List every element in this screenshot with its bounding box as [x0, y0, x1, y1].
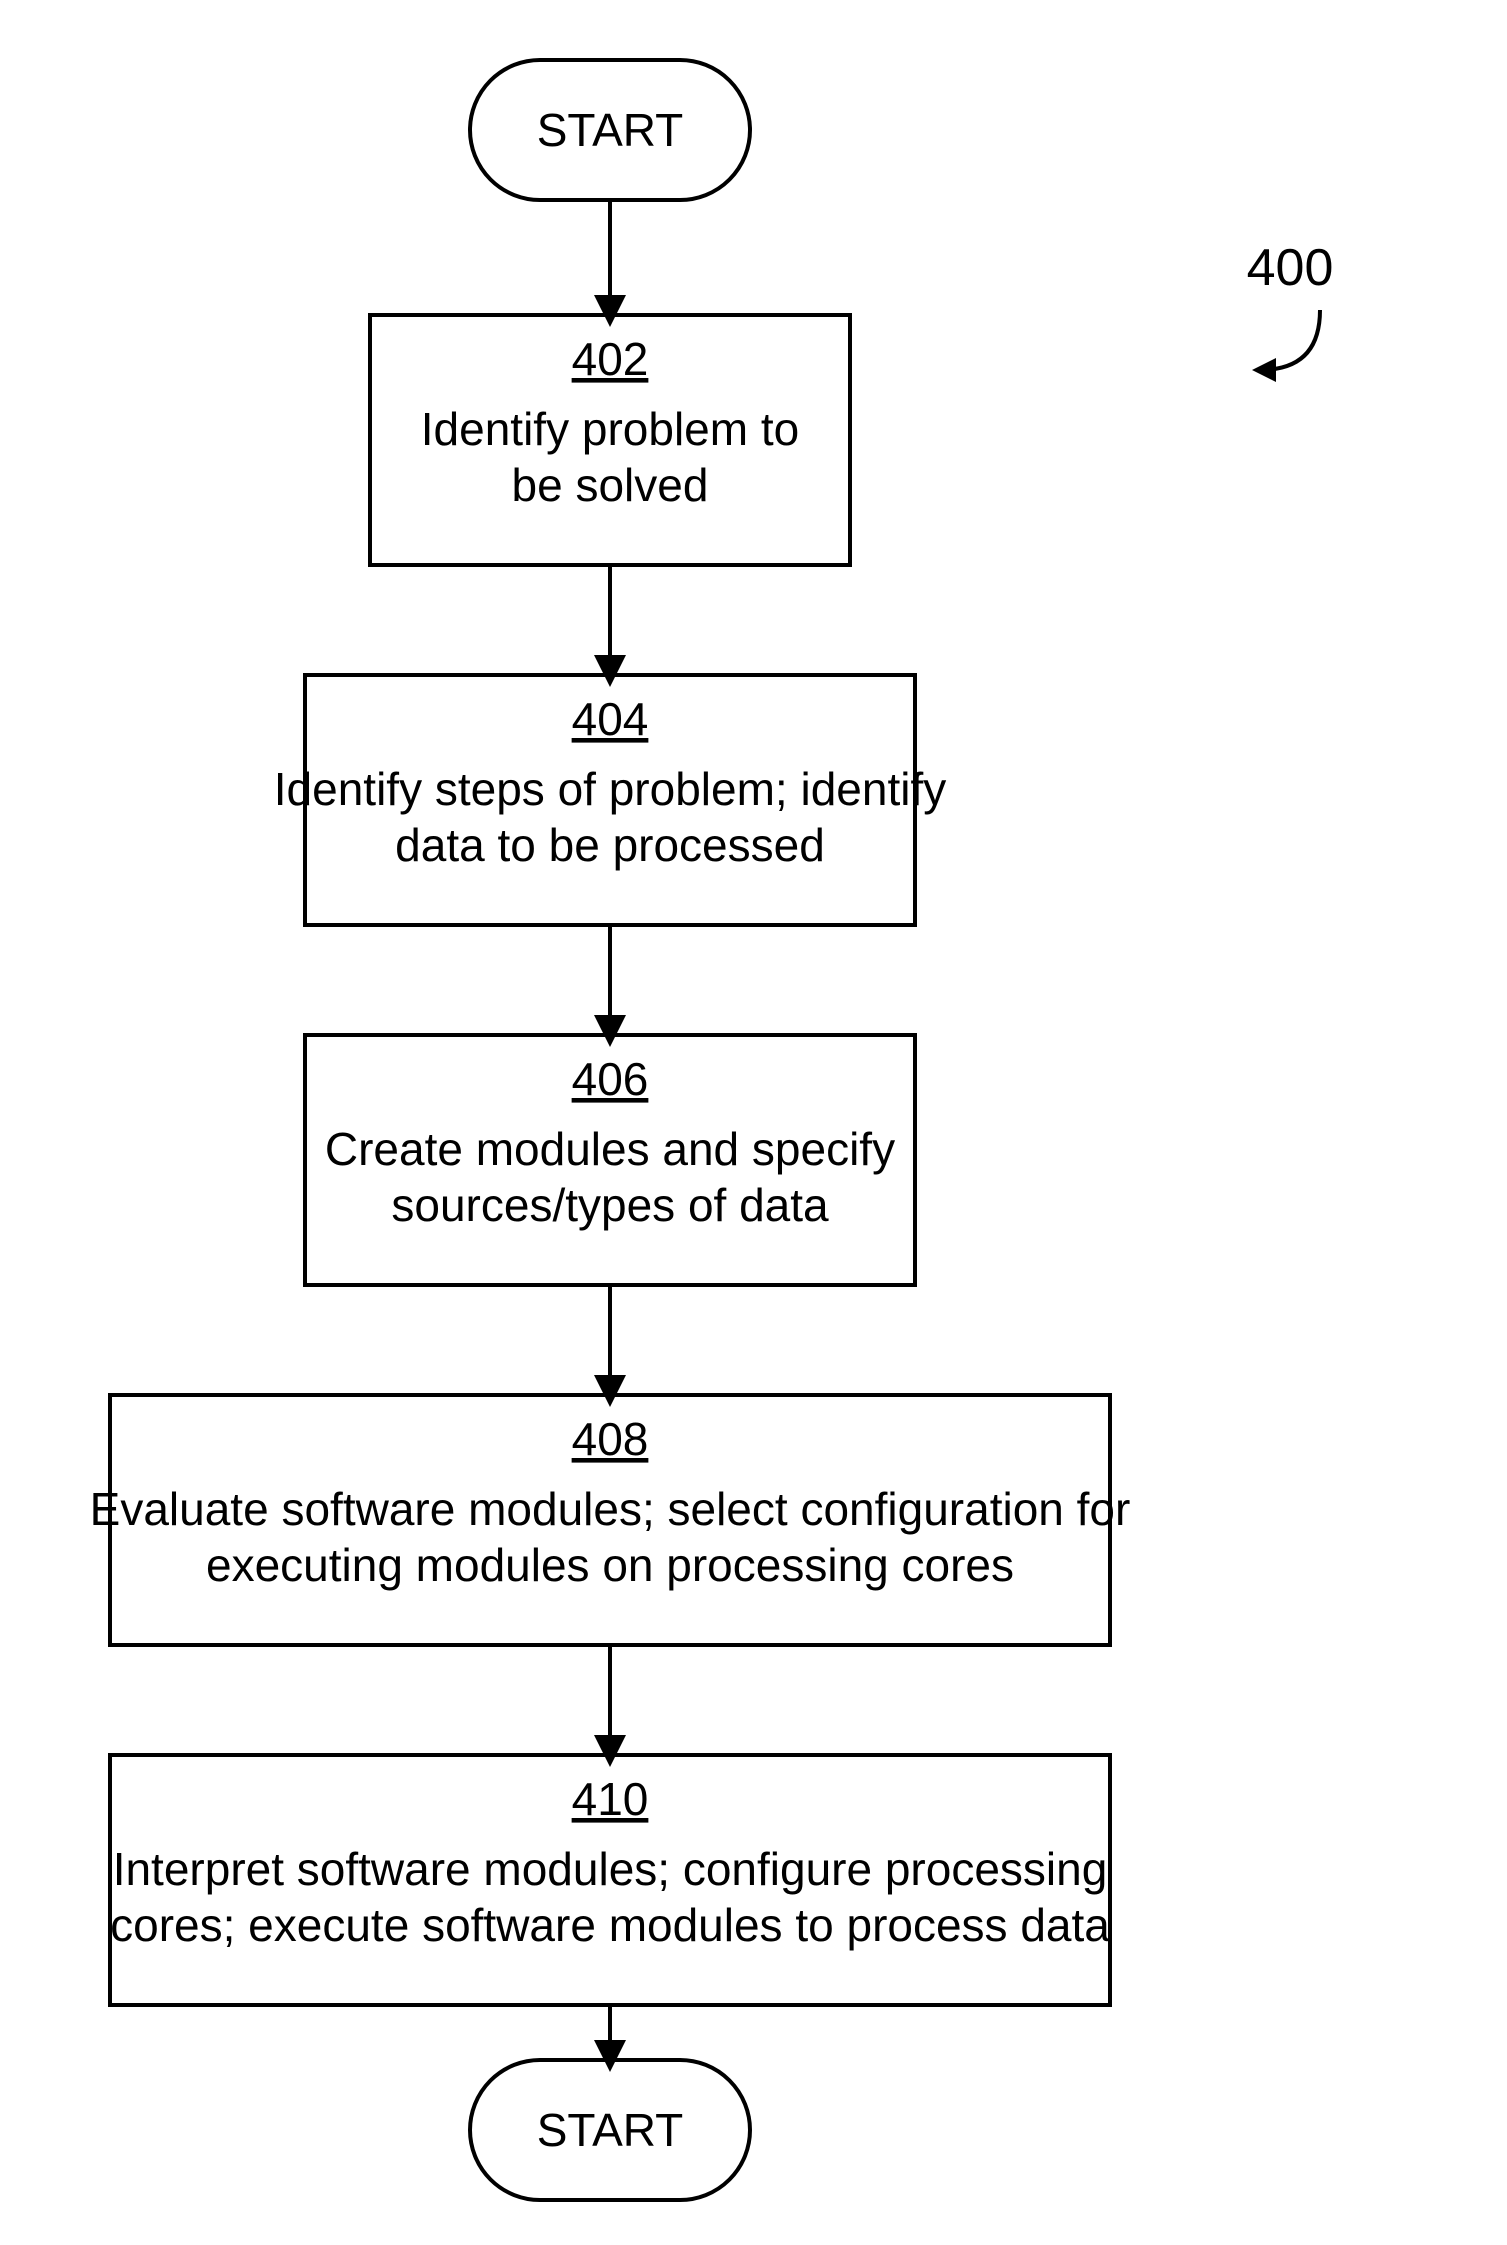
- step-number: 408: [572, 1413, 649, 1465]
- step-text: Interpret software modules; configure pr…: [113, 1843, 1108, 1895]
- step-text: sources/types of data: [391, 1179, 829, 1231]
- step-number: 402: [572, 333, 649, 385]
- step-number: 404: [572, 693, 649, 745]
- step-text: data to be processed: [395, 819, 825, 871]
- step-text: be solved: [512, 459, 709, 511]
- step-number: 406: [572, 1053, 649, 1105]
- figure-ref-label: 400: [1247, 239, 1334, 297]
- step-text: Evaluate software modules; select config…: [90, 1483, 1131, 1535]
- step-404: 404 Identify steps of problem; identifyda…: [274, 675, 946, 925]
- flowchart-canvas: START START 402 Identify problem tobe solve…: [0, 0, 1507, 2245]
- end-terminator: START: [470, 2060, 750, 2200]
- step-text: Identify steps of problem; identify: [274, 763, 946, 815]
- figure-ref-arrow: [1260, 310, 1320, 370]
- step-text: executing modules on processing cores: [206, 1539, 1014, 1591]
- step-410: 410 Interpret software modules; configure…: [110, 1755, 1110, 2005]
- step-408: 408 Evaluate software modules; select con…: [90, 1395, 1131, 1645]
- step-number: 410: [572, 1773, 649, 1825]
- start-terminator: START: [470, 60, 750, 200]
- svg-text:START: START: [537, 2104, 684, 2156]
- step-text: cores; execute software modules to proce…: [110, 1899, 1110, 1951]
- step-text: Create modules and specify: [325, 1123, 895, 1175]
- step-text: Identify problem to: [421, 403, 799, 455]
- svg-text:START: START: [537, 104, 684, 156]
- step-406: 406 Create modules and specifysources/typ…: [305, 1035, 915, 1285]
- step-402: 402 Identify problem tobe solved: [370, 315, 850, 565]
